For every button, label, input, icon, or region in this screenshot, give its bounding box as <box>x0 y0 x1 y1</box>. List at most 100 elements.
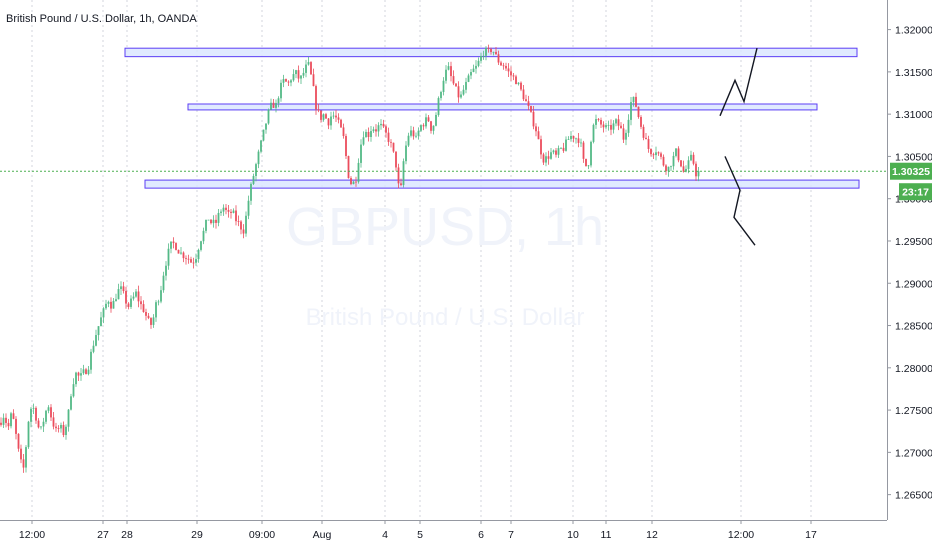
candle-body <box>175 243 177 250</box>
candle-body <box>527 101 530 107</box>
candle-body <box>165 265 167 276</box>
candle-body <box>130 298 132 307</box>
candle-body <box>437 98 440 115</box>
candle-body <box>540 139 542 155</box>
candle-body <box>662 156 665 166</box>
candle-body <box>210 219 212 224</box>
candle-body <box>92 345 95 352</box>
candle-body <box>285 79 287 82</box>
candle-body <box>442 80 445 92</box>
bearish-projection[interactable] <box>724 156 756 246</box>
candle-body <box>367 131 370 137</box>
candle-body <box>37 420 40 428</box>
candle-body <box>287 81 290 83</box>
time-axis[interactable]: 12:00 27 28 29 09:00 Aug 4 5 6 7 10 11 12 12:00 17 <box>19 520 817 541</box>
candle-body <box>650 148 652 155</box>
candle-body <box>555 150 557 155</box>
candle-body <box>567 139 570 140</box>
candle-body <box>415 135 417 137</box>
watermark: GBPUSD, 1h British Pound / U.S. Dollar <box>286 197 604 331</box>
candle-body <box>420 125 422 131</box>
candle-body <box>642 126 645 138</box>
price-axis[interactable]: 1.320001.315001.310001.305001.300001.295… <box>887 25 932 502</box>
candle-body <box>630 102 632 120</box>
candle-body <box>592 124 595 142</box>
candle-body <box>20 448 22 460</box>
candle-body <box>322 114 325 120</box>
candle-body <box>382 123 385 127</box>
candle-body <box>305 64 307 73</box>
candle-body <box>600 119 602 125</box>
candle-body <box>595 119 597 125</box>
candle-body <box>520 82 522 90</box>
price-badge: 1.30325 23:17 <box>890 162 932 201</box>
candle-body <box>682 166 685 172</box>
candle-body <box>257 151 260 165</box>
candle-body <box>575 138 577 140</box>
candle-body <box>347 156 350 179</box>
candle-body <box>225 207 227 210</box>
candle-body <box>42 421 45 427</box>
candle-body <box>612 123 615 130</box>
candle-body <box>177 249 180 254</box>
candle-body <box>237 221 240 222</box>
candle-body <box>120 286 122 290</box>
projection-lines[interactable] <box>719 48 758 246</box>
candle-body <box>507 68 510 72</box>
candle-body <box>107 301 110 304</box>
time-tick-label: 6 <box>478 529 484 541</box>
candle-body <box>35 407 37 421</box>
horizontal-zones[interactable] <box>124 47 860 189</box>
candle-body <box>377 125 380 132</box>
candle-body <box>32 407 35 409</box>
candle-body <box>105 303 107 309</box>
candle-body <box>572 135 575 139</box>
candle-body <box>425 117 427 127</box>
support-lower-zone[interactable] <box>144 179 860 189</box>
candle-body <box>195 259 197 263</box>
candle-body <box>395 151 397 168</box>
candle-body <box>375 129 377 132</box>
time-tick-label: 5 <box>417 529 423 541</box>
candle-body <box>362 137 365 145</box>
candle-body <box>187 258 190 260</box>
candle-body <box>472 68 475 72</box>
candle-body <box>597 119 600 120</box>
candle-body <box>692 154 695 164</box>
candle-body <box>505 65 507 69</box>
candle-body <box>452 76 455 84</box>
candle-body <box>645 137 647 140</box>
candle-body <box>477 60 480 66</box>
candle-body <box>390 141 392 143</box>
price-tick-label: 1.31000 <box>895 109 932 121</box>
bullish-projection[interactable] <box>719 48 758 117</box>
resistance-middle-zone[interactable] <box>187 103 818 111</box>
price-tick-label: 1.27000 <box>895 447 932 459</box>
candle-body <box>217 212 220 223</box>
candle-body <box>262 129 265 141</box>
candle-body <box>277 98 280 104</box>
candle-body <box>245 215 247 234</box>
price-tick-label: 1.29500 <box>895 236 932 248</box>
candle-body <box>490 48 492 53</box>
candle-body <box>242 229 245 234</box>
candle-body <box>152 317 155 325</box>
candle-body <box>350 178 352 185</box>
candle-body <box>542 154 545 163</box>
candle-body <box>40 426 42 428</box>
candle-body <box>625 132 627 140</box>
candle-body <box>675 148 677 156</box>
time-tick-label: 29 <box>191 529 203 541</box>
candle-body <box>145 312 147 316</box>
candle-body <box>560 147 562 149</box>
candle-body <box>97 326 100 336</box>
candle-body <box>385 126 387 133</box>
candle-body <box>77 372 80 376</box>
candle-body <box>695 163 697 177</box>
candle-body <box>535 126 537 132</box>
candle-body <box>410 130 412 136</box>
candle-body <box>110 301 112 309</box>
candle-body <box>462 89 465 95</box>
candle-body <box>27 421 30 448</box>
